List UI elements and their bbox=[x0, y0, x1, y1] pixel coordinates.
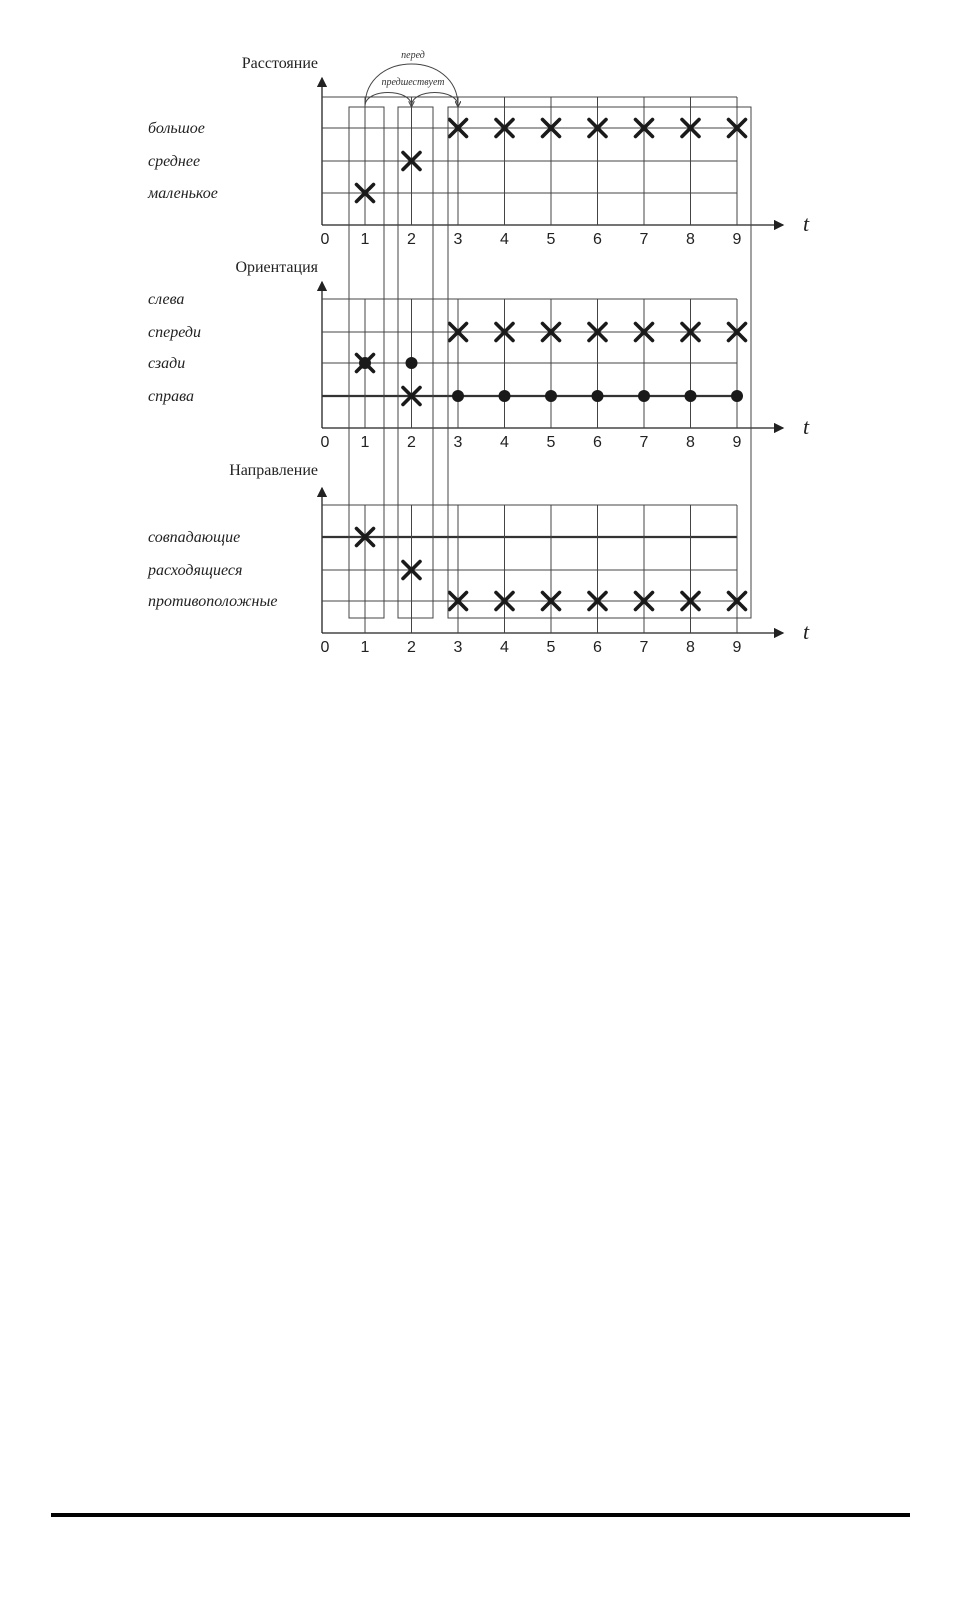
tick-label: 1 bbox=[361, 434, 370, 451]
cross-mark bbox=[540, 117, 562, 139]
row-label: совпадающие bbox=[148, 529, 240, 546]
panel-title: Ориентация bbox=[235, 259, 318, 276]
tick-label: 3 bbox=[454, 434, 463, 451]
cross-mark bbox=[726, 590, 748, 612]
tick-label: 5 bbox=[547, 434, 556, 451]
tick-label: 5 bbox=[547, 231, 556, 248]
precedes-label: предшествует bbox=[381, 77, 444, 88]
cross-mark bbox=[726, 321, 748, 343]
cross-mark bbox=[587, 590, 608, 612]
cross-mark bbox=[587, 117, 608, 139]
dot-mark bbox=[498, 390, 511, 402]
dot-mark bbox=[684, 390, 697, 402]
cross-mark bbox=[540, 321, 562, 343]
tick-label: 2 bbox=[407, 434, 416, 451]
tick-label: 0 bbox=[321, 639, 330, 656]
cross-mark bbox=[354, 526, 376, 548]
dot-mark bbox=[405, 357, 418, 369]
tick-label: 6 bbox=[593, 434, 602, 451]
time-group-box bbox=[447, 106, 752, 619]
cross-mark bbox=[633, 321, 655, 343]
tick-label: 5 bbox=[547, 639, 556, 656]
row-label: справа bbox=[148, 388, 194, 405]
tick-label: 0 bbox=[321, 434, 330, 451]
tick-label: 9 bbox=[733, 639, 742, 656]
tick-label: 7 bbox=[640, 639, 649, 656]
tick-label: 7 bbox=[640, 231, 649, 248]
tick-label: 4 bbox=[500, 639, 509, 656]
tick-label: 6 bbox=[593, 639, 602, 656]
tick-label: 9 bbox=[733, 231, 742, 248]
tick-label: 2 bbox=[407, 639, 416, 656]
cross-mark bbox=[726, 117, 748, 139]
row-label: спереди bbox=[148, 324, 201, 341]
time-group-box bbox=[348, 106, 385, 619]
tick-label: 3 bbox=[454, 639, 463, 656]
panel-title: Направление bbox=[229, 462, 318, 479]
before-label: перед bbox=[401, 50, 425, 61]
tick-label: 8 bbox=[686, 231, 695, 248]
cross-mark bbox=[680, 321, 701, 343]
before-arc bbox=[364, 63, 458, 106]
cross-mark bbox=[401, 150, 422, 172]
time-axis-label: t bbox=[803, 619, 810, 644]
cross-mark bbox=[587, 321, 608, 343]
cross-mark bbox=[680, 590, 701, 612]
tick-label: 4 bbox=[500, 231, 509, 248]
panel-title: Расстояние bbox=[242, 55, 318, 72]
time-axis-label: t bbox=[803, 211, 810, 236]
row-label: большое bbox=[148, 120, 205, 137]
dot-mark bbox=[545, 390, 557, 402]
dot-mark bbox=[591, 390, 604, 402]
cross-mark bbox=[540, 590, 562, 612]
cross-mark bbox=[401, 559, 422, 581]
cross-mark bbox=[680, 117, 701, 139]
cross-mark bbox=[447, 321, 469, 343]
tick-label: 8 bbox=[686, 434, 695, 451]
row-label: среднее bbox=[148, 153, 200, 170]
time-group-box bbox=[397, 106, 434, 619]
cross-mark bbox=[447, 117, 469, 139]
row-label: противоположные bbox=[148, 593, 277, 610]
tick-label: 1 bbox=[361, 639, 370, 656]
dot-mark bbox=[452, 390, 464, 402]
cross-mark bbox=[633, 117, 655, 139]
cross-mark bbox=[354, 182, 376, 204]
dot-mark bbox=[359, 357, 371, 369]
tick-label: 9 bbox=[733, 434, 742, 451]
tick-label: 7 bbox=[640, 434, 649, 451]
cross-mark bbox=[633, 590, 655, 612]
tick-label: 6 bbox=[593, 231, 602, 248]
row-label: слева bbox=[148, 291, 184, 308]
row-label: маленькое bbox=[147, 185, 218, 202]
precedes-arc bbox=[364, 92, 412, 107]
precedes-arc bbox=[411, 92, 459, 107]
tick-label: 3 bbox=[454, 231, 463, 248]
tick-label: 2 bbox=[407, 231, 416, 248]
tick-label: 4 bbox=[500, 434, 509, 451]
tick-label: 1 bbox=[361, 231, 370, 248]
tick-label: 0 bbox=[321, 231, 330, 248]
cross-mark bbox=[494, 590, 515, 612]
tick-label: 8 bbox=[686, 639, 695, 656]
cross-mark bbox=[447, 590, 469, 612]
cross-mark bbox=[401, 385, 422, 407]
cross-mark bbox=[494, 117, 515, 139]
time-axis-label: t bbox=[803, 414, 810, 439]
row-label: расходящиеся bbox=[147, 562, 242, 579]
cross-mark bbox=[494, 321, 515, 343]
row-label: сзади bbox=[148, 355, 185, 372]
dot-mark bbox=[638, 390, 650, 402]
dot-mark bbox=[731, 390, 743, 402]
